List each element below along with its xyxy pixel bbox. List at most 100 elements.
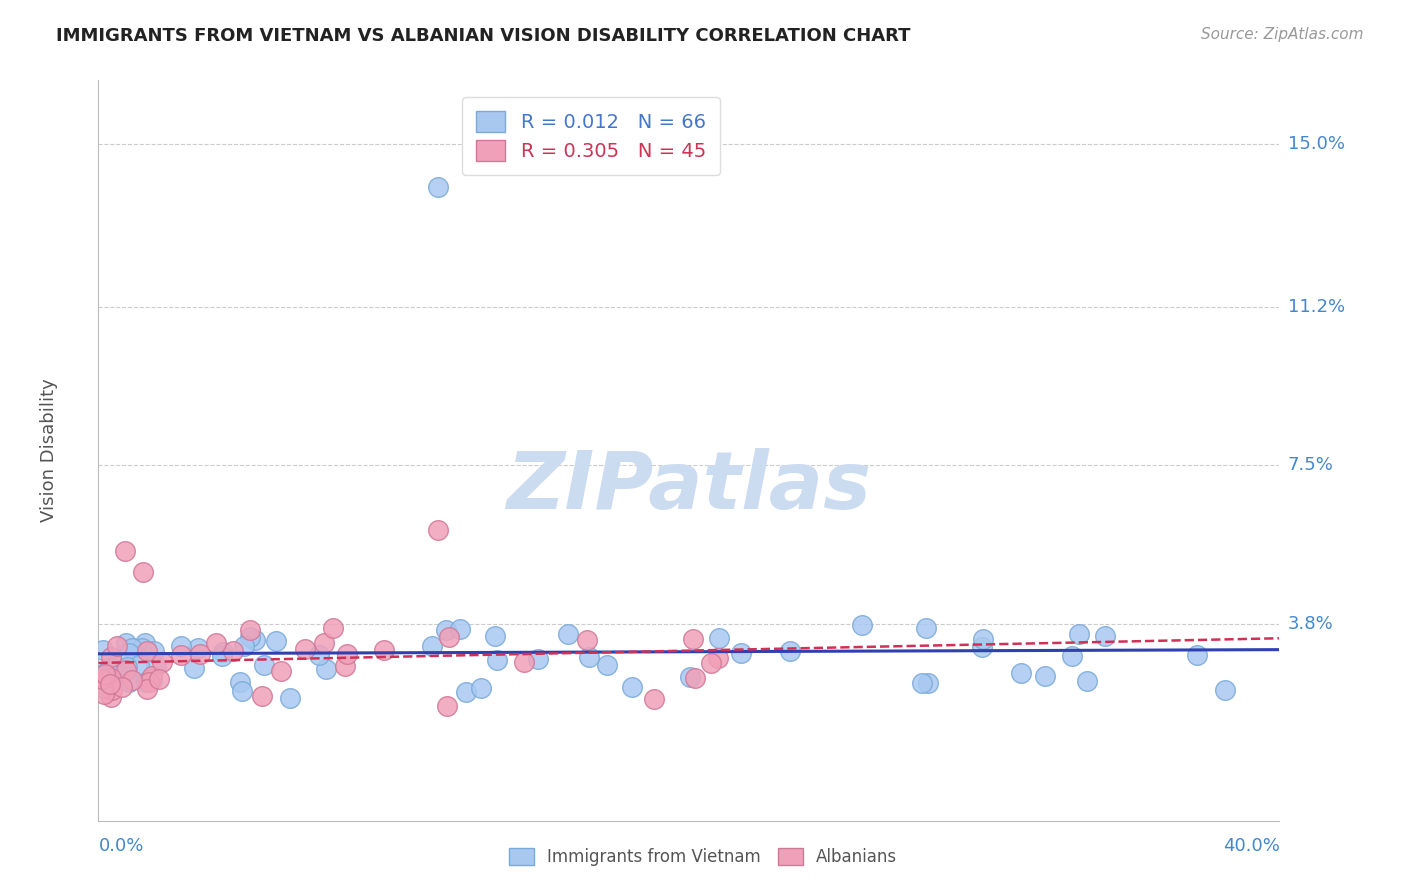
Point (142, 644, 165, 658)
Point (100, 690, 122, 704)
Point (526, 652, 548, 666)
Point (439, 631, 461, 645)
Point (121, 673, 143, 687)
Point (915, 621, 938, 635)
Point (131, 640, 153, 655)
Point (94, 666, 117, 681)
Point (135, 682, 157, 697)
Point (264, 633, 287, 648)
Point (373, 642, 395, 657)
Point (1069, 626, 1091, 640)
Point (101, 682, 124, 697)
Point (578, 649, 600, 664)
Point (138, 674, 160, 689)
Point (115, 663, 138, 677)
Point (94, 666, 117, 681)
Point (141, 669, 163, 683)
Point (280, 691, 302, 706)
Point (229, 674, 252, 689)
Point (486, 653, 509, 667)
Point (148, 672, 170, 686)
Point (91, 643, 114, 657)
Point (233, 640, 256, 654)
Point (183, 661, 205, 675)
Point (1094, 628, 1116, 642)
Point (205, 636, 228, 650)
Point (422, 639, 444, 653)
Point (917, 676, 939, 690)
Point (314, 636, 336, 650)
Point (851, 618, 873, 632)
Text: 15.0%: 15.0% (1288, 136, 1344, 153)
Point (484, 629, 506, 643)
Point (779, 643, 801, 657)
Point (211, 648, 233, 663)
Point (700, 656, 723, 670)
Text: 11.2%: 11.2% (1288, 298, 1346, 316)
Point (643, 691, 665, 706)
Point (114, 544, 136, 558)
Point (90, 672, 112, 686)
Point (682, 632, 704, 646)
Point (212, 645, 235, 659)
Point (315, 662, 337, 676)
Text: IMMIGRANTS FROM VIETNAM VS ALBANIAN VISION DISABILITY CORRELATION CHART: IMMIGRANTS FROM VIETNAM VS ALBANIAN VISI… (56, 27, 911, 45)
Point (128, 658, 150, 673)
Legend: Immigrants from Vietnam, Albanians: Immigrants from Vietnam, Albanians (501, 840, 905, 875)
Point (596, 657, 619, 672)
Point (253, 658, 276, 673)
Text: 0.0%: 0.0% (98, 838, 143, 855)
Point (107, 666, 129, 681)
Point (436, 699, 458, 714)
Point (972, 632, 994, 646)
Point (115, 636, 138, 650)
Point (1060, 648, 1083, 663)
Point (336, 647, 359, 661)
Point (1187, 648, 1209, 663)
Point (1213, 682, 1236, 697)
Point (105, 659, 128, 673)
Point (1033, 669, 1056, 683)
Point (132, 566, 155, 580)
Point (115, 660, 138, 674)
Point (135, 674, 157, 689)
Point (93, 687, 115, 701)
Point (93, 681, 115, 696)
Point (135, 644, 157, 658)
Point (170, 648, 193, 662)
Point (1010, 666, 1032, 681)
Point (94, 670, 117, 684)
Point (150, 655, 173, 669)
Point (250, 689, 273, 703)
Point (308, 648, 330, 662)
Point (679, 670, 702, 684)
Point (187, 640, 209, 655)
Point (620, 680, 643, 694)
Point (243, 633, 266, 648)
Legend: R = 0.012   N = 66, R = 0.305   N = 45: R = 0.012 N = 66, R = 0.305 N = 45 (463, 97, 720, 175)
Point (454, 684, 477, 698)
Point (685, 672, 707, 686)
Point (911, 676, 934, 690)
Point (449, 622, 471, 636)
Point (231, 683, 253, 698)
Point (141, 673, 163, 688)
Point (239, 630, 262, 644)
Point (118, 674, 141, 689)
Point (239, 623, 262, 637)
Point (188, 648, 211, 662)
Point (427, 180, 450, 194)
Point (575, 632, 598, 647)
Point (513, 655, 536, 669)
Point (170, 639, 193, 653)
Point (121, 641, 143, 656)
Point (270, 665, 292, 679)
Point (100, 649, 122, 664)
Text: 40.0%: 40.0% (1223, 838, 1279, 855)
Point (98, 677, 121, 691)
Point (100, 671, 122, 685)
Point (557, 626, 579, 640)
Text: 3.8%: 3.8% (1288, 615, 1333, 632)
Point (730, 646, 752, 660)
Point (294, 642, 316, 657)
